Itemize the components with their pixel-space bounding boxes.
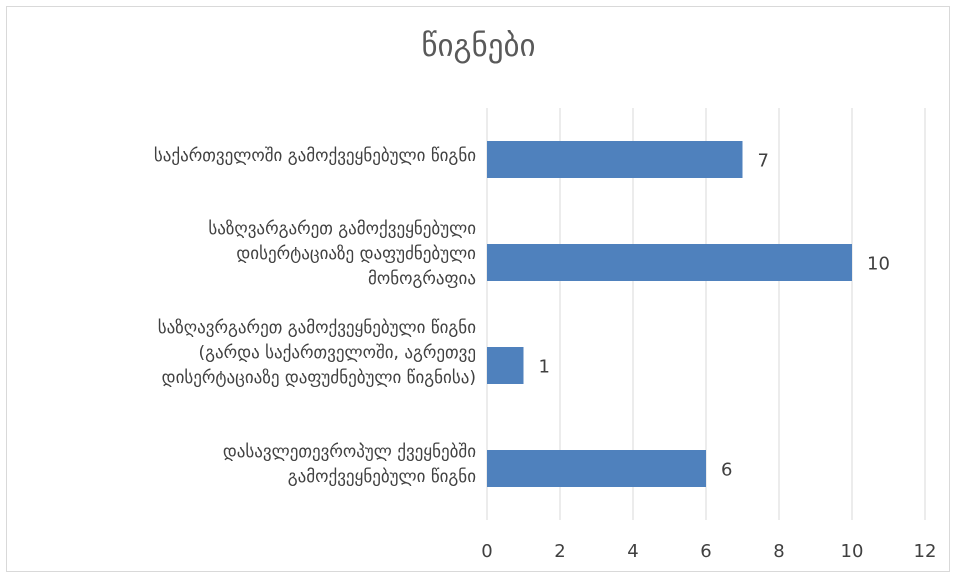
x-tick-label: 10 <box>841 541 864 562</box>
data-label: 6 <box>721 460 732 481</box>
x-tick-label: 0 <box>481 541 492 562</box>
chart-title: წიგნები <box>421 28 536 64</box>
category-label: საქართველოში გამოქვეყნებული წიგნი <box>153 146 476 166</box>
x-tick-label: 6 <box>700 541 711 562</box>
data-label: 7 <box>758 151 769 172</box>
data-label: 10 <box>867 254 890 275</box>
x-tick-label: 8 <box>773 541 784 562</box>
category-label: საზღვარგარეთ გამოქვეყნებული დისერტაციაზე… <box>208 219 476 289</box>
bar <box>487 347 524 384</box>
x-tick-label: 12 <box>914 541 937 562</box>
category-label: დასავლეთევროპულ ქვეყნებში გამოქვეყნებული… <box>222 442 476 487</box>
category-label: საზღავრგარეთ გამოქვეყნებული წიგნი (გარდა… <box>157 318 476 388</box>
x-tick-label: 2 <box>554 541 565 562</box>
bar <box>487 244 852 281</box>
data-label: 1 <box>539 357 550 378</box>
chart-frame <box>6 6 950 572</box>
bar <box>487 450 706 487</box>
bar <box>487 141 743 178</box>
x-tick-label: 4 <box>627 541 638 562</box>
